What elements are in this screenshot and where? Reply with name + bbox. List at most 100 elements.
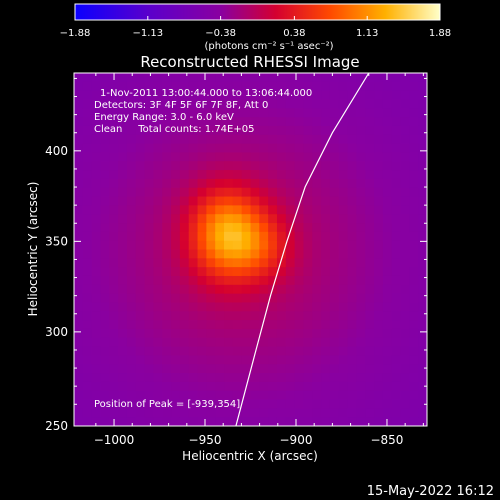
- heatmap-cell: [268, 337, 278, 348]
- heatmap-cell: [276, 90, 287, 101]
- heatmap-cell: [224, 178, 234, 189]
- heatmap-cell: [188, 328, 199, 339]
- y-axis-label: Heliocentric Y (arcsec): [26, 182, 40, 317]
- heatmap-cell: [268, 214, 278, 224]
- heatmap-cell: [329, 408, 340, 418]
- heatmap-cell: [329, 417, 340, 426]
- heatmap-cell: [153, 399, 163, 409]
- heatmap-cell: [162, 328, 172, 339]
- heatmap-cell: [268, 267, 278, 277]
- heatmap-cell: [312, 337, 322, 348]
- plot-frame: [73, 72, 428, 427]
- heatmap-cell: [268, 81, 278, 92]
- heatmap-cell: [197, 346, 207, 356]
- heatmap-cell: [179, 346, 190, 356]
- heatmap-cell: [215, 178, 225, 189]
- heatmap-cell: [135, 161, 146, 171]
- heatmap-cell: [285, 320, 296, 330]
- heatmap-cell: [171, 293, 181, 304]
- heatmap-cell: [268, 134, 278, 145]
- heatmap-cell: [250, 214, 260, 224]
- heatmap-cell: [329, 73, 340, 83]
- heatmap-cell: [162, 187, 172, 198]
- heatmap-cell: [188, 81, 199, 92]
- heatmap-cell: [232, 196, 243, 206]
- heatmap-cell: [409, 275, 419, 286]
- heatmap-cell: [400, 117, 410, 127]
- heatmap-cell: [188, 284, 199, 295]
- heatmap-cell: [162, 99, 172, 109]
- heatmap-cell: [329, 302, 340, 312]
- heatmap-cell: [153, 346, 163, 356]
- heatmap-cell: [365, 214, 375, 224]
- heatmap-cell: [179, 223, 190, 233]
- heatmap-cell: [294, 346, 305, 356]
- heatmap-cell: [197, 143, 207, 154]
- heatmap-cell: [74, 125, 84, 136]
- heatmap-cell: [224, 99, 234, 109]
- heatmap-cell: [321, 196, 331, 206]
- heatmap-cell: [382, 284, 393, 295]
- heatmap-cell: [276, 408, 287, 418]
- heatmap-cell: [144, 355, 155, 365]
- heatmap-cell: [206, 81, 216, 92]
- heatmap-cell: [91, 178, 102, 189]
- heatmap-cell: [285, 417, 296, 426]
- heatmap-cell: [347, 249, 357, 259]
- heatmap-cell: [215, 152, 225, 162]
- heatmap-cell: [250, 73, 260, 83]
- heatmap-cell: [250, 134, 260, 145]
- heatmap-cell: [224, 337, 234, 348]
- heatmap-cell: [224, 125, 234, 136]
- heatmap-cell: [329, 81, 340, 92]
- heatmap-cell: [206, 355, 216, 365]
- heatmap-cell: [418, 355, 427, 365]
- heatmap-cell: [259, 214, 269, 224]
- heatmap-cell: [285, 90, 296, 101]
- heatmap-cell: [232, 187, 243, 198]
- heatmap-cell: [135, 125, 146, 136]
- heatmap-cell: [162, 143, 172, 154]
- heatmap-cell: [312, 399, 322, 409]
- heatmap-cell: [241, 223, 252, 233]
- heatmap-cell: [188, 311, 199, 321]
- heatmap-cell: [250, 337, 260, 348]
- heatmap-cell: [206, 284, 216, 295]
- heatmap-cell: [374, 337, 384, 348]
- heatmap-cell: [276, 223, 287, 233]
- heatmap-cell: [268, 355, 278, 365]
- heatmap-cell: [162, 275, 172, 286]
- heatmap-cell: [312, 134, 322, 145]
- heatmap-cell: [91, 275, 102, 286]
- heatmap-cell: [347, 196, 357, 206]
- heatmap-cell: [171, 381, 181, 392]
- heatmap-cell: [347, 99, 357, 109]
- heatmap-cell: [409, 373, 419, 383]
- heatmap-cell: [153, 214, 163, 224]
- heatmap-cell: [294, 399, 305, 409]
- heatmap-cell: [197, 249, 207, 259]
- y-tick-label: 400: [45, 144, 68, 158]
- heatmap-cell: [144, 73, 155, 83]
- heatmap-cell: [82, 240, 93, 251]
- heatmap-cell: [241, 328, 252, 339]
- heatmap-cell: [197, 240, 207, 251]
- heatmap-cell: [374, 408, 384, 418]
- heatmap-cell: [365, 108, 375, 118]
- heatmap-cell: [347, 275, 357, 286]
- heatmap-cell: [82, 267, 93, 277]
- heatmap-cell: [206, 205, 216, 215]
- heatmap-cell: [126, 311, 137, 321]
- heatmap-cell: [312, 267, 322, 277]
- heatmap-cell: [321, 143, 331, 154]
- heatmap-cell: [171, 390, 181, 401]
- heatmap-cell: [303, 267, 313, 277]
- heatmap-cell: [215, 320, 225, 330]
- heatmap-cell: [347, 161, 357, 171]
- heatmap-cell: [100, 267, 110, 277]
- heatmap-cell: [188, 223, 199, 233]
- heatmap-cell: [250, 311, 260, 321]
- heatmap-cell: [135, 399, 146, 409]
- heatmap-cell: [418, 346, 427, 356]
- heatmap-cell: [100, 231, 110, 242]
